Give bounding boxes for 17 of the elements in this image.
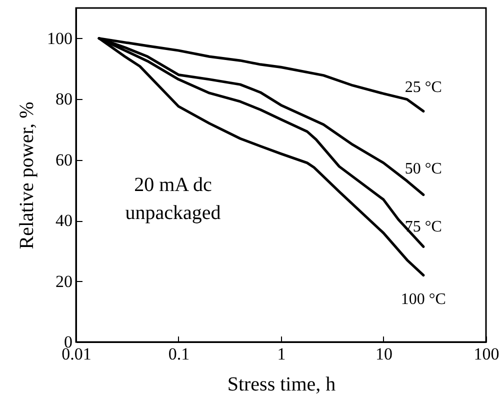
series-label: 75 °C <box>404 218 442 236</box>
series-label: 25 °C <box>404 79 442 96</box>
y-tick-label: 60 <box>56 150 72 170</box>
series-label: 50 °C <box>404 160 442 178</box>
y-tick-label: 40 <box>56 211 72 230</box>
y-axis-title: Relative power, % <box>16 102 38 250</box>
x-axis-title: Stress time, h <box>227 374 336 396</box>
x-tick-label: 1 <box>277 344 286 364</box>
y-tick-label: 80 <box>56 90 72 109</box>
series-label: 100 °C <box>400 291 446 308</box>
y-tick-label: 100 <box>47 28 72 48</box>
y-tick-label: 20 <box>56 272 72 291</box>
x-tick-label: 0.1 <box>168 344 190 364</box>
x-tick-label: 100 <box>474 344 500 364</box>
annotation: unpackaged <box>125 202 221 224</box>
x-tick-label: 10 <box>376 344 392 364</box>
annotation: 20 mA dc <box>134 174 212 196</box>
